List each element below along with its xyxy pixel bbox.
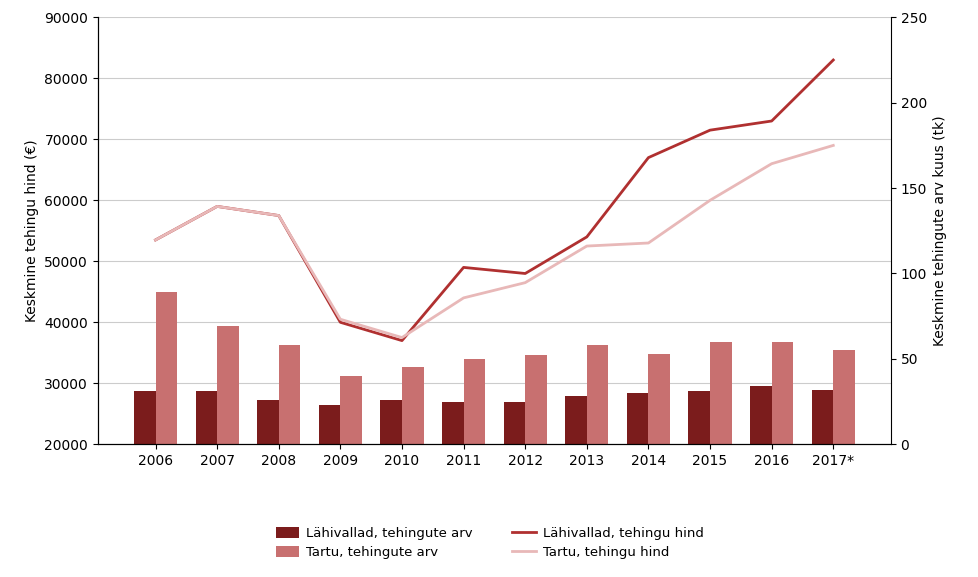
Bar	[709, 342, 731, 566]
Bar	[626, 393, 647, 566]
Lähivallad, tehingu hind	[642, 154, 653, 161]
Tartu, tehingu hind	[703, 197, 715, 204]
Y-axis label: Keskmine tehingute arv kuus (tk): Keskmine tehingute arv kuus (tk)	[932, 115, 946, 346]
Bar	[134, 391, 156, 566]
Lähivallad, tehingu hind	[458, 264, 469, 271]
Line: Lähivallad, tehingu hind: Lähivallad, tehingu hind	[156, 60, 832, 340]
Line: Tartu, tehingu hind: Tartu, tehingu hind	[156, 145, 832, 338]
Tartu, tehingu hind	[642, 239, 653, 246]
Lähivallad, tehingu hind	[826, 57, 838, 63]
Bar	[196, 391, 217, 566]
Bar	[524, 355, 546, 566]
Bar	[647, 354, 669, 566]
Bar	[811, 389, 832, 566]
Tartu, tehingu hind	[765, 160, 777, 167]
Bar	[688, 391, 709, 566]
Bar	[771, 342, 792, 566]
Bar	[156, 293, 177, 566]
Lähivallad, tehingu hind	[396, 337, 408, 344]
Bar	[832, 350, 854, 566]
Tartu, tehingu hind	[334, 316, 346, 323]
Bar	[503, 402, 524, 566]
Bar	[217, 327, 239, 566]
Tartu, tehingu hind	[396, 334, 408, 341]
Tartu, tehingu hind	[580, 242, 592, 249]
Bar	[402, 368, 423, 566]
Bar	[340, 376, 362, 566]
Lähivallad, tehingu hind	[703, 127, 715, 134]
Tartu, tehingu hind	[458, 294, 469, 301]
Lähivallad, tehingu hind	[334, 319, 346, 326]
Lähivallad, tehingu hind	[518, 270, 530, 277]
Bar	[279, 345, 300, 566]
Bar	[586, 345, 607, 566]
Y-axis label: Keskmine tehingu hind (€): Keskmine tehingu hind (€)	[24, 140, 39, 322]
Lähivallad, tehingu hind	[580, 234, 592, 241]
Lähivallad, tehingu hind	[273, 212, 285, 219]
Tartu, tehingu hind	[273, 212, 285, 219]
Legend: Lähivallad, tehingute arv, Tartu, tehingute arv, Lähivallad, tehingu hind, Tartu: Lähivallad, tehingute arv, Tartu, tehing…	[270, 522, 708, 565]
Tartu, tehingu hind	[826, 142, 838, 149]
Lähivallad, tehingu hind	[211, 203, 223, 210]
Bar	[319, 405, 340, 566]
Tartu, tehingu hind	[211, 203, 223, 210]
Lähivallad, tehingu hind	[765, 118, 777, 125]
Bar	[749, 386, 771, 566]
Bar	[380, 400, 402, 566]
Tartu, tehingu hind	[518, 279, 530, 286]
Tartu, tehingu hind	[150, 237, 161, 243]
Bar	[257, 400, 279, 566]
Bar	[442, 402, 464, 566]
Bar	[464, 359, 485, 566]
Bar	[564, 396, 586, 566]
Lähivallad, tehingu hind	[150, 237, 161, 243]
